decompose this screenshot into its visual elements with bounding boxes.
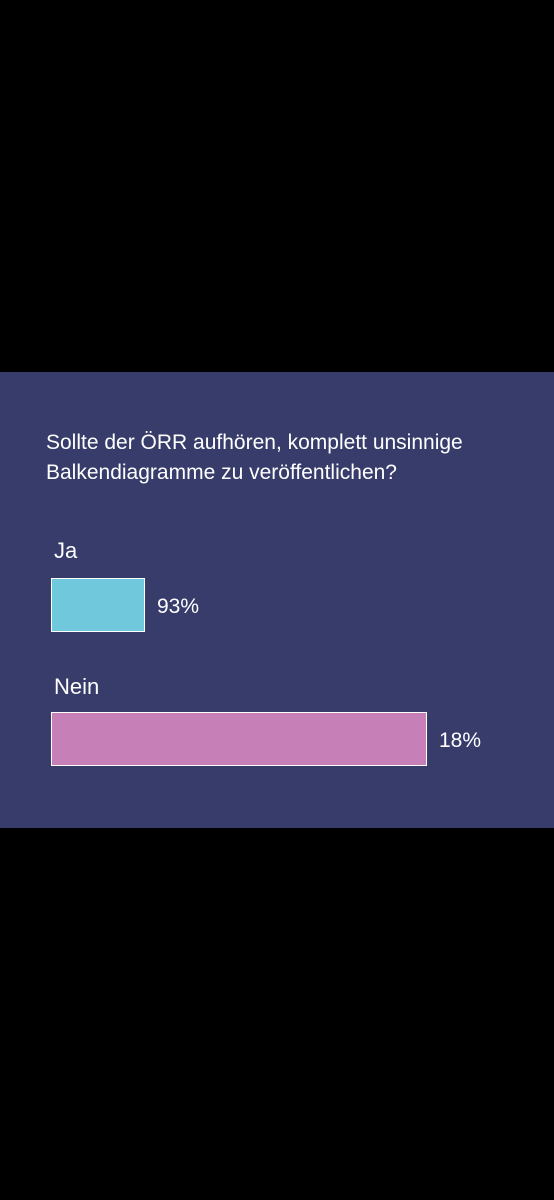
percent-label-nein: 18% [439, 729, 482, 752]
option-label-ja: Ja [54, 538, 78, 563]
bar-ja [51, 578, 145, 632]
question-line-1: Sollte der ÖRR aufhören, komplett unsinn… [46, 431, 463, 454]
bar-nein [51, 712, 427, 766]
poll-panel: Sollte der ÖRR aufhören, komplett unsinn… [0, 372, 554, 828]
percent-label-ja: 93% [157, 595, 200, 618]
option-label-nein: Nein [54, 674, 100, 699]
question-line-2: Balkendiagramme zu veröffentlichen? [46, 461, 397, 484]
poll-question: Sollte der ÖRR aufhören, komplett unsinn… [46, 428, 536, 488]
